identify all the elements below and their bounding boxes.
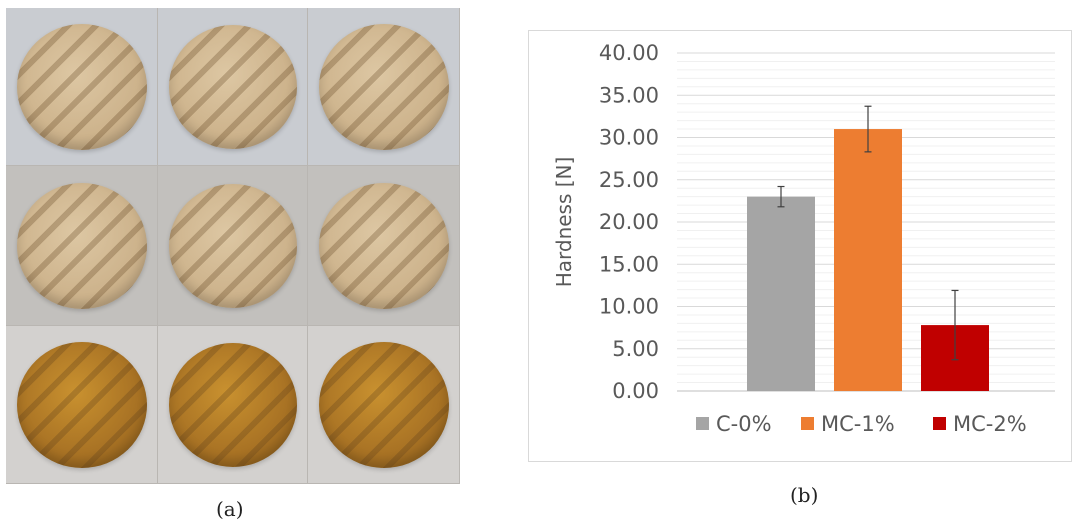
cookie-photo-cell	[308, 326, 459, 483]
cookie-photo-cell	[308, 166, 459, 325]
cookie-image	[319, 183, 449, 309]
y-tick-label: 15.00	[599, 252, 659, 276]
cookie-image	[17, 24, 147, 150]
cookie-image	[169, 184, 297, 308]
y-tick-label: 25.00	[599, 168, 659, 192]
chart-frame: 0.00 5.00 10.00 15.00 20.00 25.00 30.00 35.00 40…	[528, 30, 1072, 462]
bar-MC-1%	[834, 129, 902, 392]
y-tick-label: 30.00	[599, 126, 659, 150]
cookie-photo-cell	[308, 8, 459, 165]
cookie-photo-cell	[6, 166, 157, 325]
y-axis-label: Hardness [N]	[552, 157, 576, 288]
cookie-image	[319, 342, 449, 468]
cookie-image	[17, 342, 147, 468]
legend-swatch	[933, 417, 946, 430]
cookie-image	[319, 24, 449, 150]
cookie-photo-cell	[6, 8, 157, 165]
cookie-photo-cell	[158, 8, 307, 165]
y-tick-label: 40.00	[599, 41, 659, 65]
legend-label: MC-1%	[821, 412, 895, 436]
cookie-photo-grid	[6, 8, 460, 484]
y-tick-label: 20.00	[599, 210, 659, 234]
cookie-image	[169, 343, 297, 467]
cookie-image	[169, 25, 297, 149]
cookie-photo-cell	[158, 326, 307, 483]
cookie-photo-cell	[158, 166, 307, 325]
bar-C-0%	[747, 196, 815, 391]
legend-swatch	[801, 417, 814, 430]
cookie-image	[17, 183, 147, 309]
cookie-photo-cell	[6, 326, 157, 483]
y-tick-label: 5.00	[612, 337, 659, 361]
y-tick-label: 10.00	[599, 295, 659, 319]
caption-a: (a)	[216, 497, 244, 521]
legend-label: MC-2%	[953, 412, 1027, 436]
legend-label: C-0%	[716, 412, 772, 436]
y-tick-label: 0.00	[612, 379, 659, 403]
caption-b: (b)	[790, 483, 819, 507]
hardness-bar-chart: 0.00 5.00 10.00 15.00 20.00 25.00 30.00 35.00 40…	[552, 41, 1055, 436]
legend-swatch	[696, 417, 709, 430]
y-tick-label: 35.00	[599, 83, 659, 107]
